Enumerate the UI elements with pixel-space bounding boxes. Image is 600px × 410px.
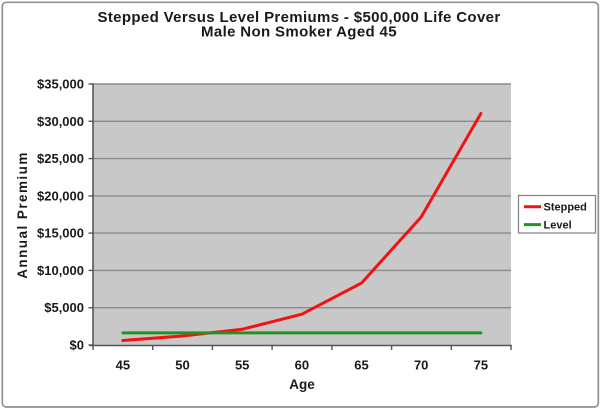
svg-text:Level: Level: [544, 219, 572, 231]
svg-text:75: 75: [474, 358, 488, 373]
svg-text:Male Non Smoker Aged 45: Male Non Smoker Aged 45: [201, 24, 397, 41]
svg-text:65: 65: [354, 358, 368, 373]
svg-text:Stepped: Stepped: [544, 202, 587, 214]
svg-text:$15,000: $15,000: [37, 226, 84, 241]
svg-text:45: 45: [116, 358, 130, 373]
svg-text:$0: $0: [70, 338, 84, 353]
svg-text:55: 55: [235, 358, 249, 373]
svg-text:Annual Premium: Annual Premium: [15, 151, 30, 279]
svg-text:70: 70: [414, 358, 428, 373]
svg-text:$35,000: $35,000: [37, 77, 84, 92]
svg-text:$5,000: $5,000: [44, 300, 84, 315]
svg-text:$10,000: $10,000: [37, 263, 84, 278]
svg-text:Stepped Versus Level Premiums: Stepped Versus Level Premiums - $500,000…: [97, 9, 500, 26]
svg-text:60: 60: [295, 358, 309, 373]
svg-text:$25,000: $25,000: [37, 151, 84, 166]
svg-text:$20,000: $20,000: [37, 188, 84, 203]
svg-text:50: 50: [175, 358, 189, 373]
svg-text:$30,000: $30,000: [37, 114, 84, 129]
svg-text:Age: Age: [289, 377, 315, 392]
